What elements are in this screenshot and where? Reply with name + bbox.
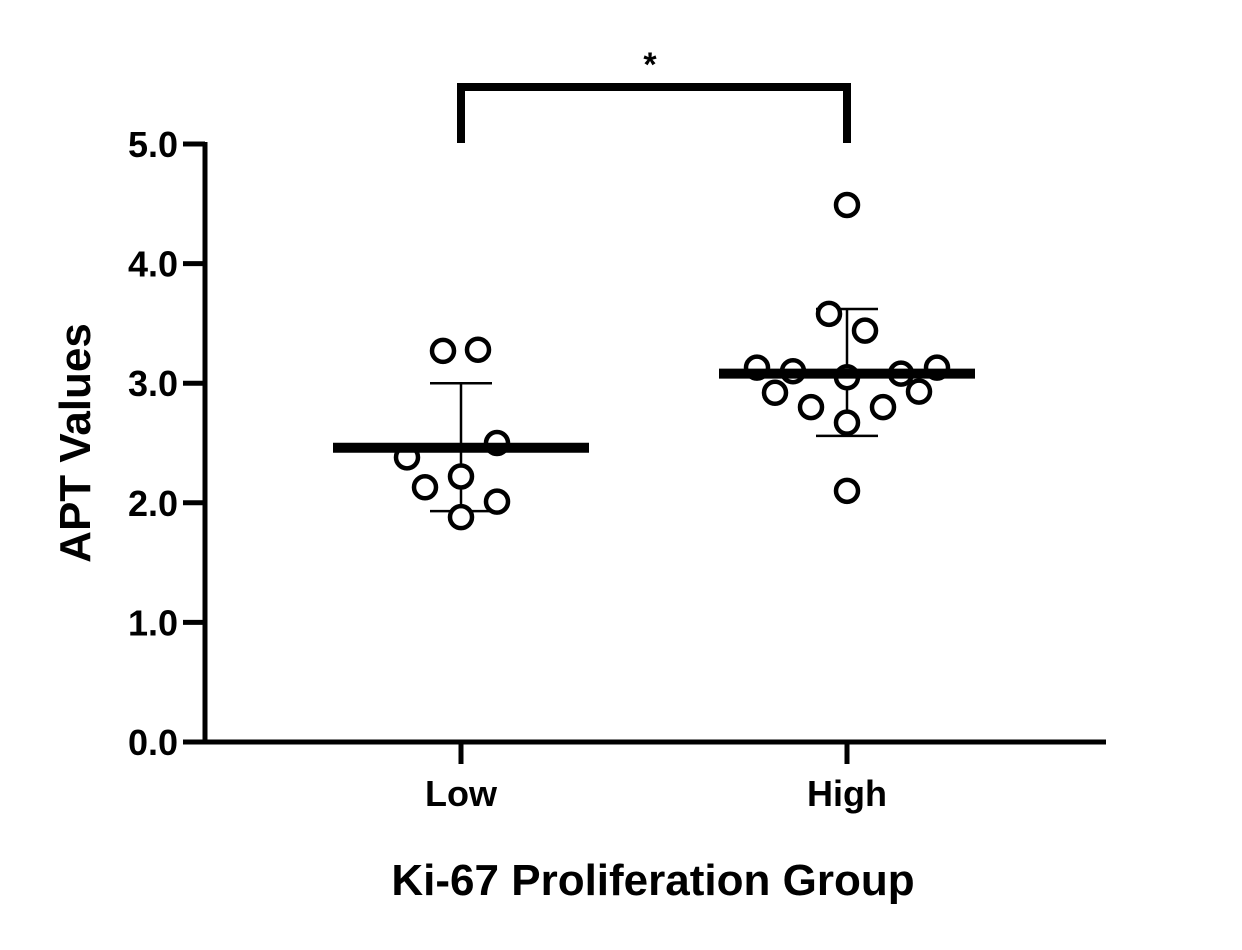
data-point — [447, 463, 475, 490]
series-high — [719, 191, 975, 505]
data-point — [869, 393, 897, 421]
y-axis-title: APT Values — [51, 323, 100, 563]
x-tick-label: Low — [425, 773, 498, 814]
data-point — [833, 191, 861, 219]
y-tick-label: 2.0 — [128, 483, 178, 524]
data-point — [815, 300, 843, 328]
y-tick-label: 1.0 — [128, 602, 178, 643]
y-tick-label: 5.0 — [128, 124, 178, 165]
data-point — [851, 317, 879, 344]
data-point — [797, 393, 825, 421]
data-marks — [333, 191, 975, 531]
data-point — [429, 337, 457, 365]
x-ticks: Low High — [425, 742, 887, 814]
data-point — [483, 488, 511, 515]
data-point — [447, 503, 475, 531]
y-tick-label: 0.0 — [128, 722, 178, 763]
significance-label: * — [643, 46, 657, 84]
y-tick-label: 4.0 — [128, 244, 178, 285]
data-point — [761, 379, 789, 407]
y-ticks: 0.0 1.0 2.0 3.0 4.0 5.0 — [128, 124, 205, 763]
data-point — [833, 477, 861, 505]
series-low — [333, 336, 589, 531]
x-tick-label: High — [807, 773, 887, 814]
x-axis-title: Ki-67 Proliferation Group — [391, 856, 914, 905]
data-point — [464, 336, 492, 363]
significance-bracket-group: * — [457, 46, 851, 143]
y-tick-label: 3.0 — [128, 363, 178, 404]
data-point — [905, 378, 933, 405]
data-point — [411, 474, 439, 501]
data-point — [833, 409, 861, 436]
significance-bracket — [457, 83, 851, 143]
